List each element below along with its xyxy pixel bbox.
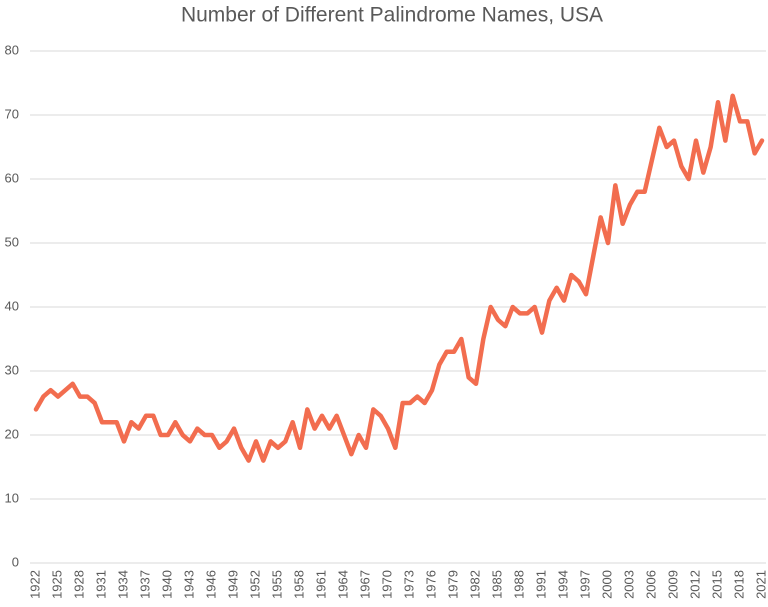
x-tick-label: 2015	[709, 570, 724, 599]
x-tick-label: 1967	[357, 570, 372, 599]
x-tick-label: 2009	[665, 570, 680, 599]
y-tick-label: 60	[5, 170, 19, 185]
x-tick-label: 1994	[555, 570, 570, 599]
x-tick-label: 1964	[335, 570, 350, 599]
x-tick-label: 1946	[203, 570, 218, 599]
x-tick-label: 1955	[269, 570, 284, 599]
chart-title: Number of Different Palindrome Names, US…	[181, 4, 603, 27]
x-tick-label: 2012	[687, 570, 702, 599]
x-tick-label: 1988	[511, 570, 526, 599]
y-tick-label: 0	[12, 554, 19, 569]
x-tick-label: 1952	[247, 570, 262, 599]
x-tick-label: 1922	[27, 570, 42, 599]
x-tick-label: 1940	[159, 570, 174, 599]
x-tick-label: 1985	[489, 570, 504, 599]
x-tick-label: 1991	[533, 570, 548, 599]
y-tick-label: 10	[5, 490, 19, 505]
y-tick-label: 20	[5, 426, 19, 441]
x-tick-label: 1970	[379, 570, 394, 599]
x-tick-label: 1958	[291, 570, 306, 599]
x-tick-label: 1973	[401, 570, 416, 599]
y-tick-label: 50	[5, 234, 19, 249]
x-tick-label: 2003	[621, 570, 636, 599]
x-tick-label: 1997	[577, 570, 592, 599]
x-tick-label: 1934	[115, 570, 130, 599]
x-tick-label: 1949	[225, 570, 240, 599]
x-tick-label: 1982	[467, 570, 482, 599]
data-line	[33, 93, 765, 463]
y-tick-label: 30	[5, 362, 19, 377]
x-tick-label: 2006	[643, 570, 658, 599]
x-tick-label: 2018	[731, 570, 746, 599]
y-tick-label: 80	[5, 42, 19, 57]
x-tick-label: 2000	[599, 570, 614, 599]
y-tick-label: 70	[5, 106, 19, 121]
x-tick-label: 1937	[137, 570, 152, 599]
x-tick-label: 1979	[445, 570, 460, 599]
x-tick-label: 2021	[753, 570, 768, 599]
x-tick-label: 1961	[313, 570, 328, 599]
x-tick-label: 1931	[93, 570, 108, 599]
x-tick-label: 1925	[49, 570, 64, 599]
x-tick-label: 1928	[71, 570, 86, 599]
y-tick-label: 40	[5, 298, 19, 313]
x-tick-label: 1976	[423, 570, 438, 599]
x-tick-label: 1943	[181, 570, 196, 599]
